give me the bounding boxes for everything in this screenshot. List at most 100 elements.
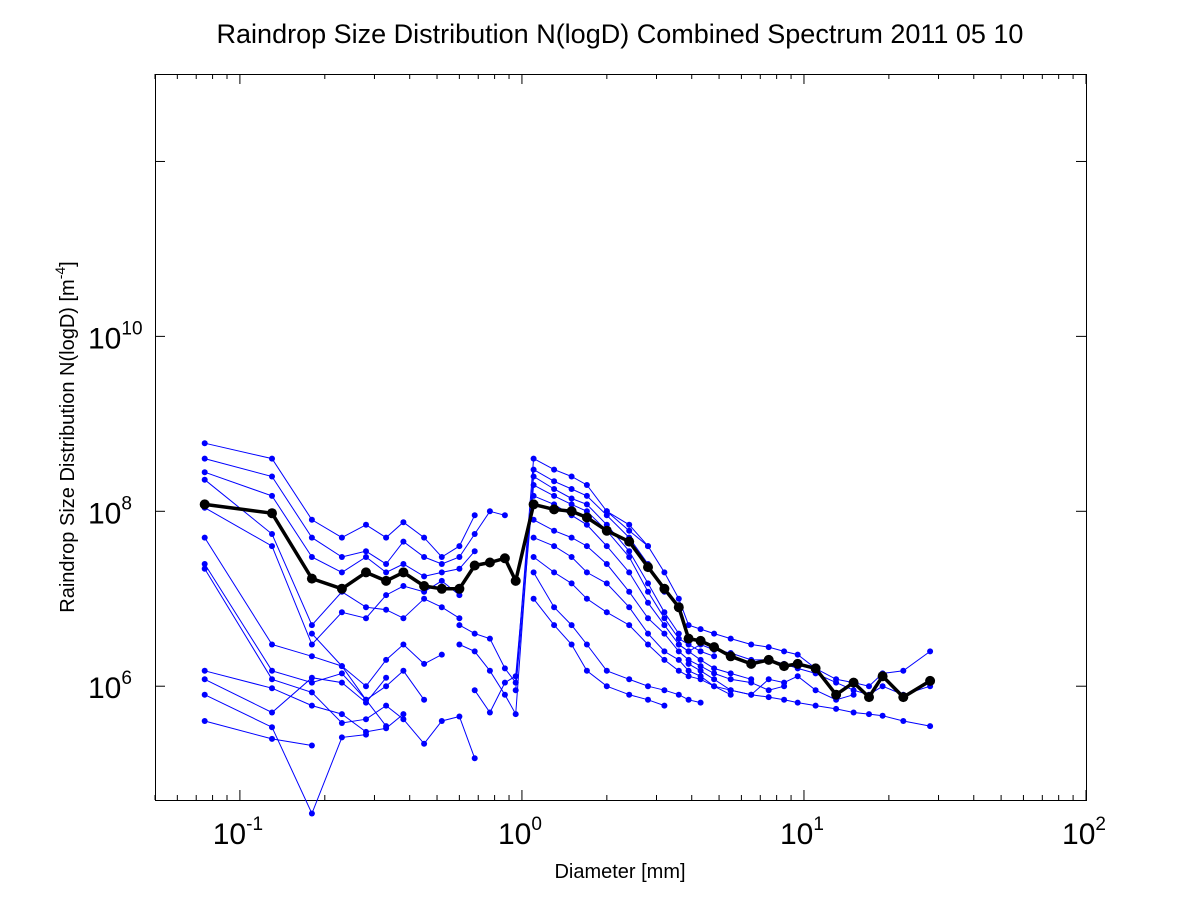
individual-data-point: [661, 656, 668, 663]
mean-data-point: [898, 692, 909, 703]
y-tick-label: 1010: [88, 318, 143, 355]
individual-data-point: [438, 651, 445, 658]
individual-data-point: [383, 702, 390, 709]
individual-data-point: [530, 473, 537, 480]
individual-data-point: [685, 673, 692, 680]
individual-data-point: [201, 718, 208, 724]
individual-data-point: [269, 641, 275, 648]
individual-data-point: [645, 580, 651, 587]
individual-data-point: [645, 599, 651, 606]
mean-data-point: [454, 583, 465, 594]
mean-data-point: [725, 651, 736, 662]
x-tick-label-exponent: 1: [813, 814, 824, 835]
individual-data-point: [383, 674, 390, 681]
individual-data-point: [711, 670, 718, 677]
individual-data-point: [421, 696, 428, 703]
individual-data-point: [201, 561, 208, 567]
individual-data-point: [711, 665, 718, 672]
individual-data-point: [456, 713, 463, 720]
plot-frame: [155, 74, 1087, 801]
individual-data-point: [421, 740, 428, 747]
x-tick-label-exponent: -1: [246, 814, 263, 835]
mean-series-line: [204, 502, 932, 699]
individual-data-point: [866, 711, 872, 718]
mean-series-group: [199, 499, 936, 703]
individual-data-point: [201, 455, 208, 462]
x-tick-label-base: 10: [1062, 818, 1095, 851]
individual-data-point: [438, 604, 445, 611]
individual-series-line: [533, 519, 785, 691]
y-axis-label-suffix: ]: [57, 261, 79, 267]
mean-data-point: [484, 557, 495, 568]
individual-data-point: [201, 469, 208, 476]
individual-data-point: [383, 683, 390, 690]
individual-data-point: [675, 656, 682, 663]
x-tick-label-exponent: 0: [531, 814, 542, 835]
individual-data-point: [626, 554, 633, 560]
individual-data-point: [363, 521, 369, 528]
chart-title: Raindrop Size Distribution N(logD) Combi…: [217, 19, 1024, 49]
individual-data-point: [421, 660, 428, 667]
individual-data-point: [583, 569, 590, 576]
individual-data-point: [512, 673, 519, 680]
mean-data-point: [549, 504, 560, 515]
individual-data-point: [269, 667, 275, 674]
individual-data-point: [697, 663, 704, 670]
individual-data-point: [201, 565, 208, 572]
individual-data-point: [338, 609, 345, 616]
mean-data-point: [624, 536, 635, 547]
individual-data-point: [338, 670, 345, 677]
individual-data-point: [697, 676, 704, 683]
x-tick-label: 10-1: [213, 814, 263, 851]
individual-data-point: [626, 622, 633, 629]
mean-data-point: [673, 602, 684, 613]
individual-data-point: [748, 679, 755, 686]
individual-data-point: [269, 543, 275, 550]
individual-data-point: [603, 580, 610, 587]
individual-series-group: [201, 440, 934, 817]
individual-data-point: [383, 723, 390, 730]
x-tick-label: 101: [780, 814, 824, 851]
individual-data-point: [568, 495, 575, 502]
individual-data-point: [456, 641, 463, 648]
mean-data-point: [864, 692, 874, 703]
individual-data-point: [551, 569, 558, 576]
x-tick-label: 100: [498, 814, 542, 851]
x-tick-label-base: 10: [213, 818, 246, 851]
individual-data-point: [833, 705, 840, 712]
individual-data-point: [551, 527, 558, 534]
individual-data-point: [201, 476, 208, 483]
y-tick-label: 108: [88, 493, 132, 530]
individual-data-point: [400, 561, 407, 567]
individual-data-point: [421, 554, 428, 560]
individual-data-point: [850, 687, 857, 694]
individual-data-point: [645, 615, 651, 622]
individual-data-point: [603, 561, 610, 567]
mean-data-point: [792, 658, 803, 669]
individual-data-point: [765, 687, 772, 694]
individual-data-point: [471, 648, 478, 655]
individual-data-point: [338, 534, 345, 541]
individual-data-point: [363, 554, 369, 560]
individual-data-point: [486, 635, 493, 642]
individual-data-point: [530, 466, 537, 473]
individual-data-point: [661, 569, 668, 576]
individual-data-point: [603, 667, 610, 674]
individual-data-point: [603, 683, 610, 690]
individual-data-point: [308, 554, 315, 560]
individual-data-point: [421, 534, 428, 541]
mean-data-point: [746, 658, 757, 669]
individual-series-line: [459, 468, 665, 716]
individual-data-point: [583, 595, 590, 602]
individual-data-point: [438, 577, 445, 584]
individual-data-point: [645, 588, 651, 595]
individual-data-point: [603, 609, 610, 616]
individual-data-point: [727, 670, 734, 677]
individual-data-point: [645, 696, 651, 703]
x-tick-labels: 10-1 100 101 102: [213, 814, 1106, 851]
individual-data-point: [812, 702, 819, 709]
individual-data-point: [645, 630, 651, 637]
individual-data-point: [501, 665, 508, 672]
individual-data-point: [711, 683, 718, 690]
mean-data-point: [683, 633, 694, 644]
